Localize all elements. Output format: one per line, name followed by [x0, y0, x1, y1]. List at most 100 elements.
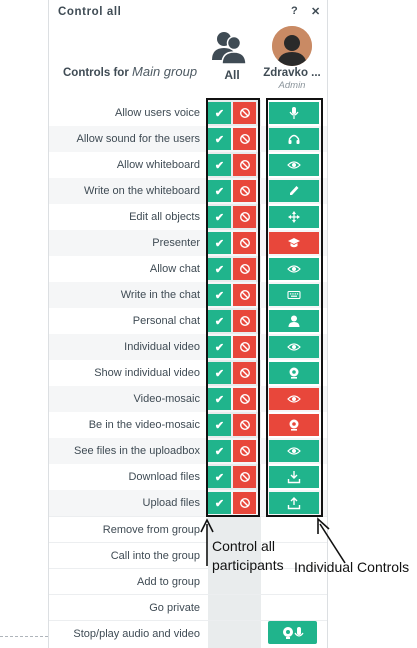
- action-label[interactable]: Stop/play audio and video: [73, 628, 200, 640]
- ban-icon: [239, 497, 250, 509]
- pen-icon: [290, 186, 299, 195]
- deny-all-button[interactable]: [233, 440, 256, 462]
- individual-toggle[interactable]: [269, 336, 319, 358]
- check-icon: ✔: [214, 185, 225, 198]
- allow-all-button[interactable]: ✔: [208, 258, 231, 280]
- action-row[interactable]: Call into the group: [49, 542, 327, 569]
- individual-toggle[interactable]: [269, 362, 319, 384]
- close-button[interactable]: ✕: [311, 6, 321, 18]
- eye-icon: [287, 265, 301, 273]
- download-icon: [287, 471, 301, 484]
- permission-row: See files in the uploadbox ✔: [49, 438, 327, 464]
- deny-all-button[interactable]: [233, 466, 256, 488]
- permission-label: Upload files: [142, 497, 200, 509]
- permission-row: Presenter ✔: [49, 230, 327, 256]
- ban-icon: [239, 159, 250, 171]
- deny-all-button[interactable]: [233, 362, 256, 384]
- check-icon: ✔: [214, 497, 225, 510]
- deny-all-button[interactable]: [233, 414, 256, 436]
- allow-all-button[interactable]: ✔: [208, 128, 231, 150]
- allow-all-button[interactable]: ✔: [208, 414, 231, 436]
- individual-toggle[interactable]: [269, 466, 319, 488]
- user-icon: [288, 315, 300, 327]
- individual-toggle[interactable]: [269, 180, 319, 202]
- deny-all-button[interactable]: [233, 154, 256, 176]
- permission-label: Edit all objects: [129, 211, 200, 223]
- webcam-icon: [289, 419, 299, 431]
- allow-all-button[interactable]: ✔: [208, 388, 231, 410]
- permission-label: Write in the chat: [120, 289, 200, 301]
- av-toggle-icon: [282, 626, 304, 639]
- individual-toggle[interactable]: [269, 154, 319, 176]
- permission-label: Write on the whiteboard: [84, 185, 200, 197]
- deny-all-button[interactable]: [233, 336, 256, 358]
- deny-all-button[interactable]: [233, 258, 256, 280]
- individual-toggle[interactable]: [269, 258, 319, 280]
- eye-icon: [287, 343, 301, 351]
- allow-all-button[interactable]: ✔: [208, 310, 231, 332]
- action-label[interactable]: Call into the group: [110, 550, 200, 562]
- individual-toggle[interactable]: [269, 310, 319, 332]
- allow-all-button[interactable]: ✔: [208, 362, 231, 384]
- permission-row: Allow users voice ✔: [49, 100, 327, 126]
- move-arrows-icon: [288, 211, 300, 223]
- individual-toggle[interactable]: [269, 284, 319, 306]
- action-label[interactable]: Go private: [149, 602, 200, 614]
- help-button[interactable]: ?: [291, 5, 298, 17]
- permission-label: Video-mosaic: [133, 393, 200, 405]
- allow-all-button[interactable]: ✔: [208, 440, 231, 462]
- ban-icon: [239, 471, 250, 483]
- action-row[interactable]: Stop/play audio and video: [49, 620, 327, 647]
- action-row[interactable]: Add to group: [49, 568, 327, 595]
- deny-all-button[interactable]: [233, 206, 256, 228]
- permission-label: Allow whiteboard: [116, 159, 200, 171]
- permission-row: Show individual video ✔: [49, 360, 327, 386]
- individual-toggle[interactable]: [269, 492, 319, 514]
- allow-all-button[interactable]: ✔: [208, 466, 231, 488]
- action-label[interactable]: Add to group: [137, 576, 200, 588]
- action-row[interactable]: Go private: [49, 594, 327, 621]
- group-name: Main group: [132, 64, 198, 79]
- permission-label: Download files: [128, 471, 200, 483]
- permission-row: Personal chat ✔: [49, 308, 327, 334]
- deny-all-button[interactable]: [233, 388, 256, 410]
- permission-label: Show individual video: [94, 367, 200, 379]
- individual-toggle[interactable]: [269, 206, 319, 228]
- individual-toggle[interactable]: [269, 102, 319, 124]
- check-icon: ✔: [214, 471, 225, 484]
- deny-all-button[interactable]: [233, 492, 256, 514]
- deny-all-button[interactable]: [233, 102, 256, 124]
- individual-toggle[interactable]: [269, 440, 319, 462]
- avatar[interactable]: [272, 26, 312, 66]
- panel-title: Control all: [58, 6, 122, 18]
- individual-toggle[interactable]: [269, 128, 319, 150]
- allow-all-button[interactable]: ✔: [208, 206, 231, 228]
- ban-icon: [239, 133, 250, 145]
- check-icon: ✔: [214, 341, 225, 354]
- allow-all-button[interactable]: ✔: [208, 284, 231, 306]
- deny-all-button[interactable]: [233, 180, 256, 202]
- control-all-panel: Control all ? ✕ Controls for Main group …: [48, 0, 328, 648]
- stop-play-av-button[interactable]: [268, 621, 317, 644]
- allow-all-button[interactable]: ✔: [208, 180, 231, 202]
- ban-icon: [239, 185, 250, 197]
- deny-all-button[interactable]: [233, 232, 256, 254]
- check-icon: ✔: [214, 419, 225, 432]
- allow-all-button[interactable]: ✔: [208, 232, 231, 254]
- allow-all-button[interactable]: ✔: [208, 102, 231, 124]
- ban-icon: [239, 341, 250, 353]
- permission-row: Edit all objects ✔: [49, 204, 327, 230]
- allow-all-button[interactable]: ✔: [208, 154, 231, 176]
- individual-toggle[interactable]: [269, 232, 319, 254]
- action-row[interactable]: Remove from group: [49, 516, 327, 543]
- allow-all-button[interactable]: ✔: [208, 492, 231, 514]
- action-label[interactable]: Remove from group: [102, 524, 200, 536]
- keyboard-icon: [287, 290, 301, 300]
- deny-all-button[interactable]: [233, 284, 256, 306]
- individual-toggle[interactable]: [269, 388, 319, 410]
- deny-all-button[interactable]: [233, 128, 256, 150]
- deny-all-button[interactable]: [233, 310, 256, 332]
- individual-toggle[interactable]: [269, 414, 319, 436]
- allow-all-button[interactable]: ✔: [208, 336, 231, 358]
- ban-icon: [239, 289, 250, 301]
